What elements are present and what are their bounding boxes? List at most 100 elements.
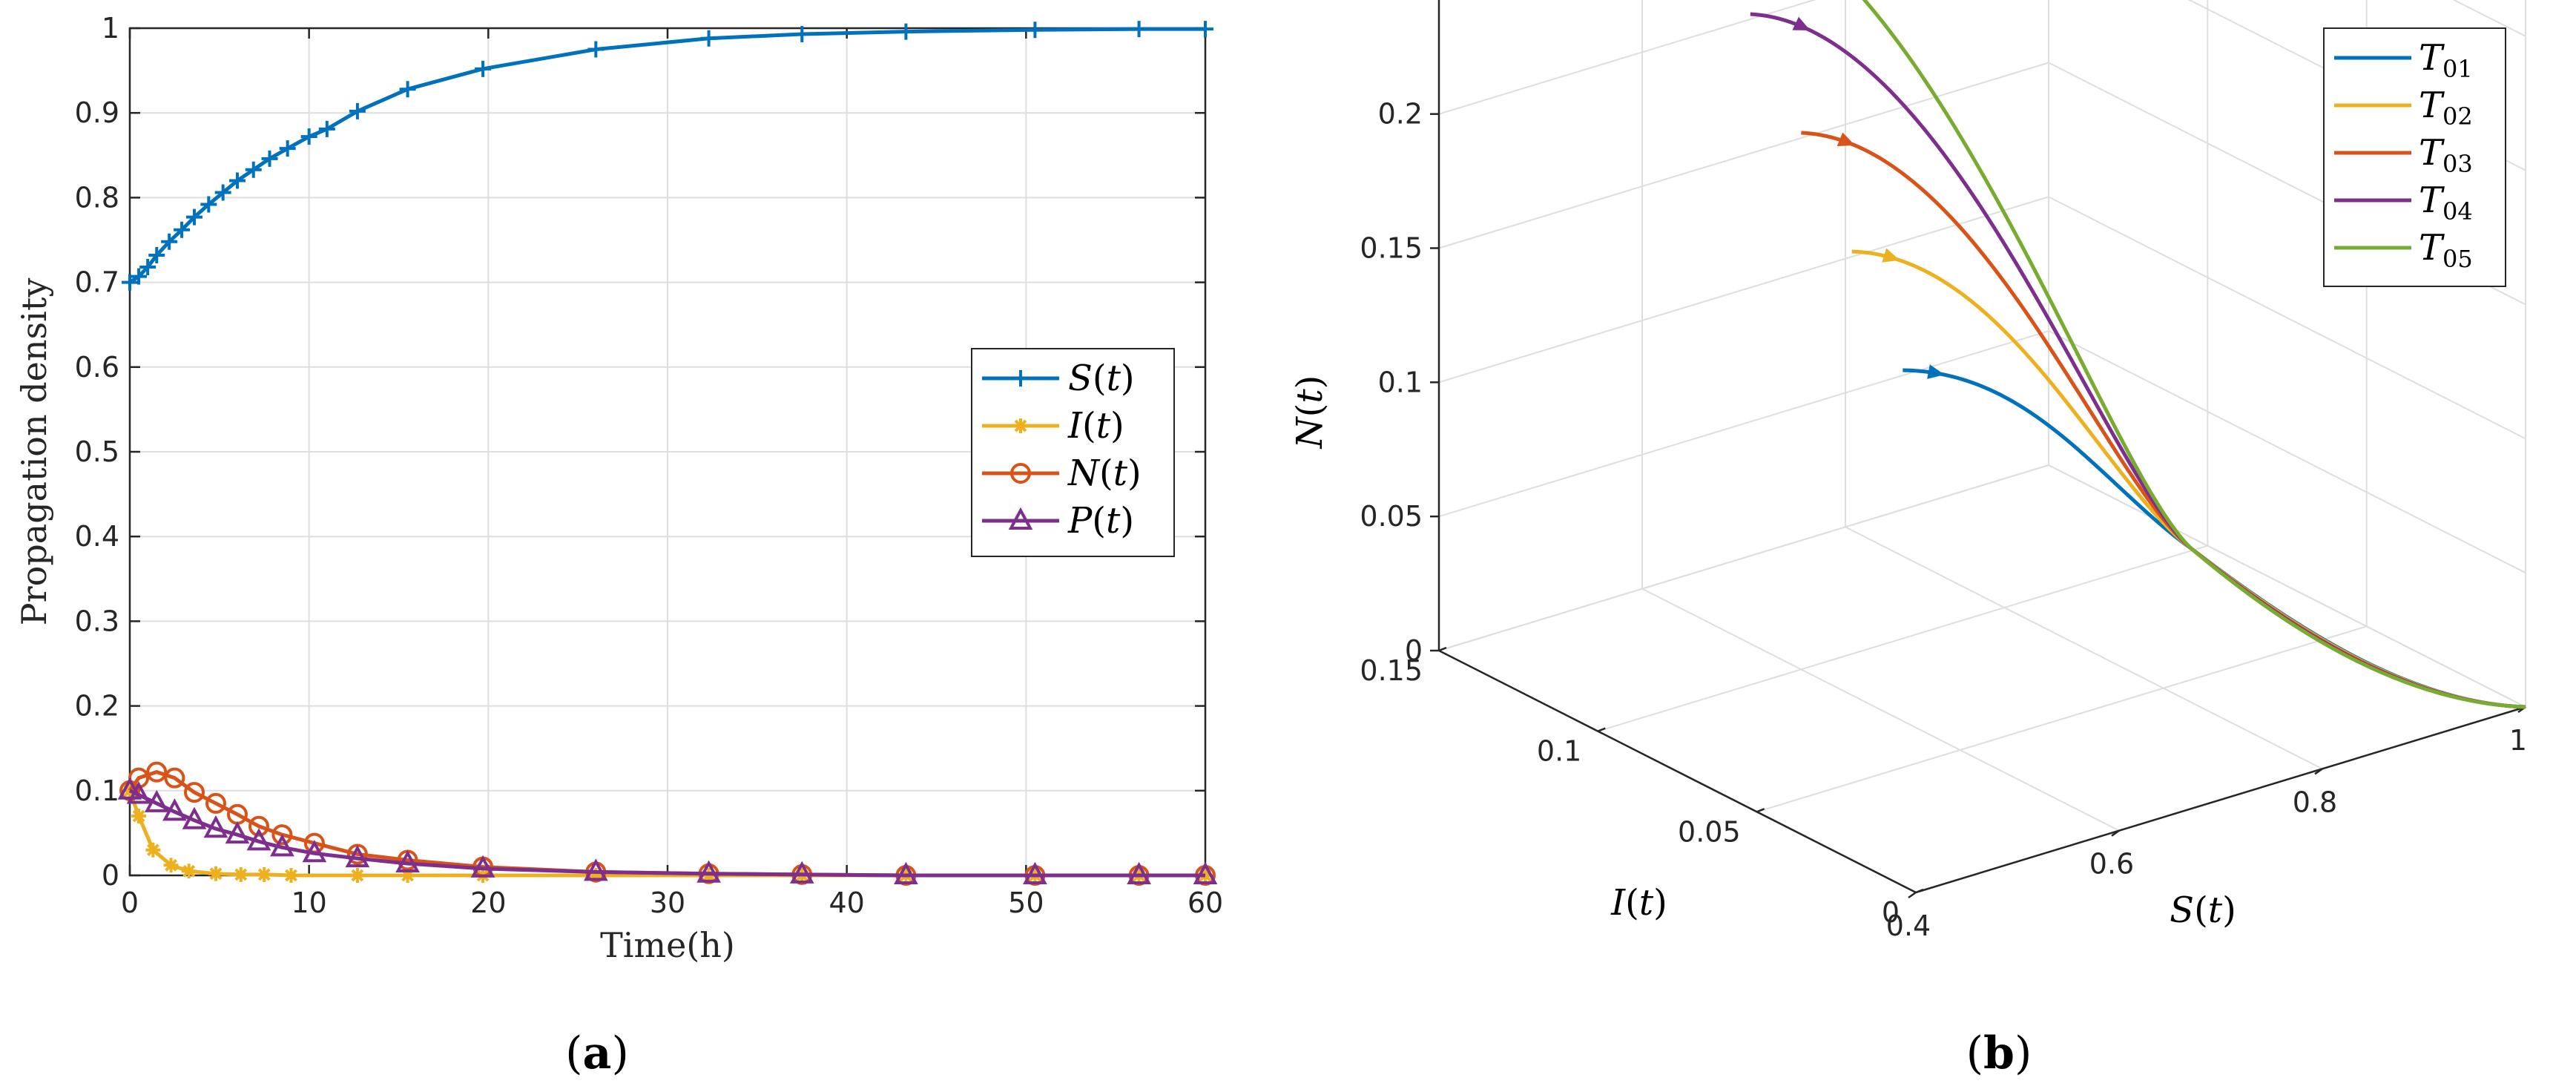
panel-a-point-S-21	[897, 23, 915, 40]
panel-b-i-tick-label-0: 0	[1882, 896, 1900, 929]
panel-a-line-chart: 0 10 20 30 40 50 60 0 0.1 0.2 0.3 0.4 0.5 0.6 0.7 0.8 0.…	[14, 12, 1223, 1079]
panel-a-point-P-4	[182, 806, 207, 829]
panel-a-point-I-1	[131, 809, 147, 824]
panel-a-point-P-11	[395, 849, 420, 873]
panel-a-point-S-9	[229, 172, 246, 189]
panel-a-point-S-17	[475, 60, 492, 77]
panel-b-s-axis-label: S(t)	[2170, 889, 2236, 931]
panel-a-point-S-4-shape	[161, 233, 178, 250]
panel-a-point-N-3-shape	[164, 767, 185, 789]
panel-b-legend-box	[2323, 27, 2506, 287]
panel-a-point-S-20	[794, 25, 811, 42]
panel-b-arrow-T04	[1792, 16, 1811, 31]
panel-b-i-tick-label-2: 0.1	[1537, 735, 1581, 768]
panel-b-arrow-T01	[1927, 364, 1945, 379]
panel-a-point-P-3-shape	[162, 798, 187, 821]
panel-a-point-I-5-shape	[208, 866, 223, 881]
panel-a-legend-text-I: I(t)	[1067, 405, 1124, 447]
panel-b-axes	[1430, 0, 2526, 899]
panel-a-point-S-6	[186, 208, 202, 226]
panel-a-point-P-2	[144, 789, 169, 812]
panel-a-point-S-24-shape	[1197, 21, 1213, 38]
panel-b-trajectory-T05	[1862, 0, 2526, 709]
panel-b-i-tick-label-1: 0.05	[1678, 815, 1741, 848]
panel-a-point-N-2	[146, 761, 168, 783]
panel-b-legend-text-T05: T05	[2419, 227, 2473, 273]
panel-a-point-S-16-shape	[399, 81, 416, 98]
panel-a-point-I-1-shape	[131, 809, 147, 824]
panel-a-point-S-5	[174, 221, 191, 238]
panel-a-point-S-1	[131, 268, 148, 285]
panel-a-point-I-8-shape	[283, 868, 299, 883]
panel-a-point-P-11-shape	[395, 849, 420, 873]
panel-a-point-S-7	[200, 196, 217, 213]
panel-a-xtick-label-3: 30	[650, 887, 685, 919]
panel-a-point-P-14-shape	[696, 860, 721, 883]
panel-a-point-P-10-shape	[345, 844, 370, 868]
panel-a-point-S-15-shape	[349, 102, 366, 119]
panel-b-3d-chart: 0.40.60.8100.050.10.1500.050.10.150.20.2…	[1289, 0, 2527, 1079]
panel-a-tick-labels: 0 10 20 30 40 50 60 0 0.1 0.2 0.3 0.4 0.5 0.6 0.7 0.8 0.…	[75, 12, 1224, 919]
panel-a-point-P-17	[1023, 861, 1047, 884]
panel-a-point-S-22	[1027, 22, 1044, 39]
panel-a-ytick-label-2: 0.2	[75, 690, 119, 723]
panel-a-xtick-label-1: 10	[291, 887, 326, 919]
panel-a-point-S-9-shape	[229, 172, 246, 189]
panel-a-series	[117, 21, 1218, 886]
panel-b-back-grid-n-1	[1438, 330, 2049, 518]
panel-a-point-S-12-shape	[279, 140, 296, 157]
panel-a-point-S-18-shape	[587, 41, 605, 58]
panel-a-point-N-5-shape	[205, 792, 226, 814]
panel-a-xtick-label-2: 20	[470, 887, 506, 919]
panel-b-floor-grid-i-1	[1756, 625, 2367, 813]
panel-a-ytick-label-10: 1	[102, 12, 119, 45]
panel-a-point-S-20-shape	[794, 25, 811, 42]
panel-a-xtick-label-0: 0	[121, 887, 139, 919]
panel-a-point-I-3	[163, 858, 179, 873]
panel-a-point-P-1-shape	[126, 781, 151, 804]
panel-b-legend-text-T03: T03	[2419, 132, 2473, 178]
panel-a-point-S-19-shape	[700, 30, 717, 47]
panel-b-arrow-T03	[1837, 132, 1855, 147]
panel-a-point-S-5-shape	[174, 221, 191, 238]
panel-a-ytick-label-6: 0.6	[75, 351, 119, 384]
panel-a-point-I-4	[181, 864, 197, 879]
panel-b-side-grid-n-2	[2048, 196, 2526, 440]
panel-b-s-tick-label-1: 0.6	[2089, 848, 2134, 881]
panel-b-trajectory-T01	[1903, 364, 2526, 709]
panel-a-point-P-7-shape	[246, 828, 271, 851]
panel-b-floor-grid-i-2	[1598, 545, 2208, 732]
panel-b-floor-grid-s-1	[1641, 588, 2120, 832]
panel-a-point-S-1-shape	[131, 268, 148, 285]
panel-b-s-tick-label-0: 0.4	[1886, 910, 1931, 942]
panel-a-series-S	[122, 21, 1213, 291]
panel-a-point-S-13	[300, 128, 317, 145]
panel-b-n-tick-label-1: 0.05	[1360, 500, 1423, 533]
panel-b-curve-T01	[1903, 368, 2526, 709]
panel-a-point-P-19-shape	[1193, 861, 1218, 884]
panel-b-s-tick-label-2: 0.8	[2293, 786, 2337, 818]
panel-a-point-S-8	[214, 184, 231, 201]
panel-b-n-tick-label-2: 0.1	[1378, 366, 1423, 398]
panel-a-legend-marker-N-shape	[1010, 463, 1031, 484]
panel-b-side-grid-n-1	[2048, 330, 2526, 574]
panel-b-n-axis-label: N(t)	[1289, 375, 1331, 450]
panel-a-point-P-5	[203, 815, 228, 838]
panel-a-point-S-19	[700, 30, 717, 47]
panel-a-point-S-23	[1130, 21, 1147, 38]
panel-a-point-S-18	[587, 41, 605, 58]
panel-a-point-I-5	[208, 866, 223, 881]
panel-a-point-N-3	[164, 767, 185, 789]
panel-b-axis-labels: S(t) I(t) N(t)	[1289, 375, 2236, 931]
panel-a-point-S-15	[349, 102, 366, 119]
panel-a-point-P-1	[126, 781, 151, 804]
panel-b-side-grid-n-0	[2048, 464, 2526, 708]
panel-b-s-tick-mark-1	[2111, 829, 2120, 837]
panel-b-n-tick-label-4: 0.2	[1378, 98, 1423, 131]
panel-a-point-S-2-shape	[139, 259, 157, 276]
panel-a-point-I-12-shape	[588, 868, 604, 883]
panel-a-point-P-2-shape	[144, 789, 169, 812]
panel-b-i-tick-mark-0	[1915, 888, 1924, 894]
panel-a-point-N-8-shape	[271, 824, 293, 846]
